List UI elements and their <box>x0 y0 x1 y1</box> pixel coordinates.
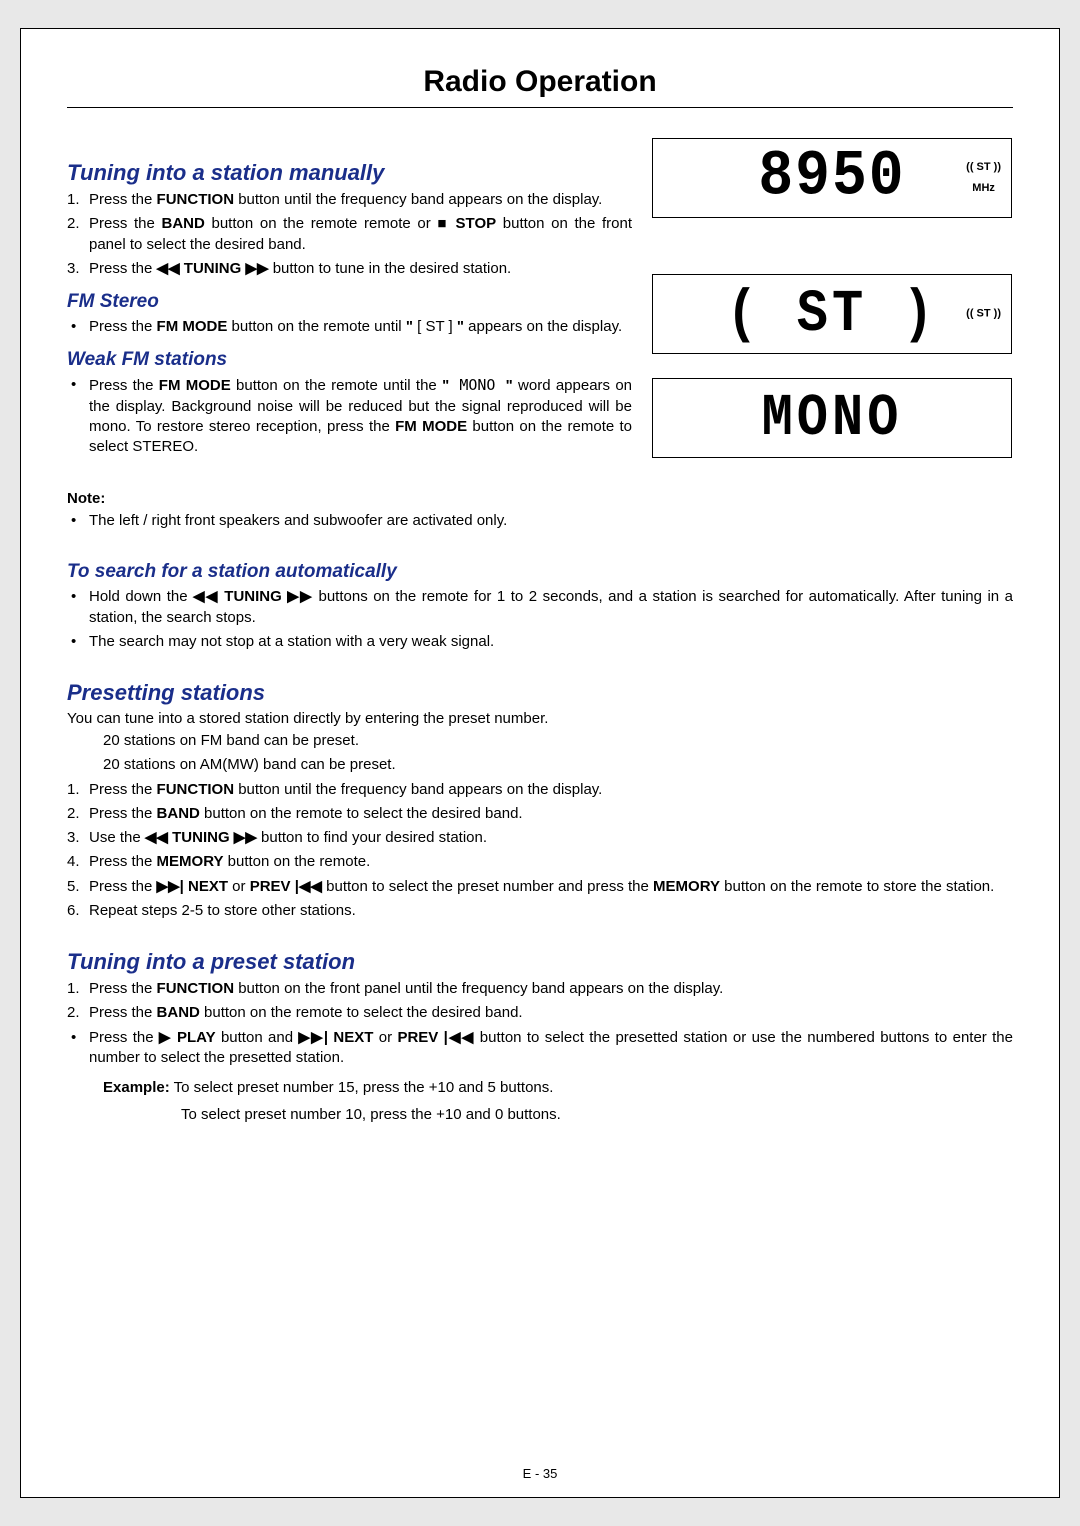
preset-step-6: Repeat steps 2-5 to store other stations… <box>67 901 1013 921</box>
forward-icon: ▶▶ <box>245 260 268 277</box>
heading-preset: Presetting stations <box>67 680 1013 706</box>
preset-line-2: 20 stations on AM(MW) band can be preset… <box>67 755 1013 775</box>
preset-step-2: Press the BAND button on the remote to s… <box>67 804 1013 824</box>
prev-icon: |◀◀ <box>444 1029 475 1046</box>
heading-fmstereo: FM Stereo <box>67 291 632 313</box>
manual-step-1: Press the FUNCTION button until the freq… <box>67 190 632 210</box>
heading-tune-preset: Tuning into a preset station <box>67 949 1013 975</box>
preset-step-5: Press the ▶▶| NEXT or PREV |◀◀ button to… <box>67 877 1013 897</box>
display-column: 8950 (( ST )) MHz ( ST ) (( ST )) MONO <box>652 138 1012 482</box>
note-label: Note: <box>67 490 1013 507</box>
stop-icon: ■ <box>437 215 449 232</box>
play-icon: ▶ <box>159 1029 172 1046</box>
example-label: Example: <box>103 1079 170 1096</box>
page-title: Radio Operation <box>67 65 1013 108</box>
example-block: Example: To select preset number 15, pre… <box>103 1074 1013 1128</box>
display-frequency: 8950 (( ST )) MHz <box>652 138 1012 218</box>
preset-line-1: 20 stations on FM band can be preset. <box>67 731 1013 751</box>
lcd-frequency: 8950 <box>758 146 905 210</box>
manual-text-col: Tuning into a station manually Press the… <box>67 138 632 482</box>
auto-bullet-2: The search may not stop at a station wit… <box>67 632 1013 652</box>
preset-step-4: Press the MEMORY button on the remote. <box>67 852 1013 872</box>
heading-manual: Tuning into a station manually <box>67 160 632 186</box>
example-1: To select preset number 15, press the +1… <box>170 1079 554 1096</box>
display-freq-side: (( ST )) MHz <box>966 157 1001 199</box>
tpreset-step-1: Press the FUNCTION button on the front p… <box>67 979 1013 999</box>
page-footer: E - 35 <box>21 1466 1059 1481</box>
heading-auto: To search for a station automatically <box>67 561 1013 583</box>
auto-bullet-1: Hold down the ◀◀ TUNING ▶▶ buttons on th… <box>67 587 1013 628</box>
lcd-stereo: ( ST ) <box>726 280 937 348</box>
manual-row: Tuning into a station manually Press the… <box>67 138 1013 482</box>
note-text: The left / right front speakers and subw… <box>67 511 1013 531</box>
rewind-icon: ◀◀ <box>145 829 168 846</box>
tpreset-bullet: Press the ▶ PLAY button and ▶▶| NEXT or … <box>67 1028 1013 1069</box>
preset-intro: You can tune into a stored station direc… <box>67 710 1013 727</box>
forward-icon: ▶▶ <box>234 829 257 846</box>
preset-step-3: Use the ◀◀ TUNING ▶▶ button to find your… <box>67 828 1013 848</box>
display-stereo: ( ST ) (( ST )) <box>652 274 1012 354</box>
tpreset-step-2: Press the BAND button on the remote to s… <box>67 1003 1013 1023</box>
stereo-indicator: (( ST )) <box>966 157 1001 178</box>
lcd-mono: MONO <box>762 384 903 452</box>
rewind-icon: ◀◀ <box>157 260 180 277</box>
example-2: To select preset number 10, press the +1… <box>103 1101 1013 1128</box>
document-page: Radio Operation Tuning into a station ma… <box>20 28 1060 1498</box>
fmstereo-bullet: Press the FM MODE button on the remote u… <box>67 317 632 337</box>
mhz-label: MHz <box>966 178 1001 199</box>
heading-weak: Weak FM stations <box>67 349 632 371</box>
manual-step-3: Press the ◀◀ TUNING ▶▶ button to tune in… <box>67 259 632 279</box>
manual-step-2: Press the BAND button on the remote remo… <box>67 214 632 255</box>
rewind-icon: ◀◀ <box>193 588 219 605</box>
weak-bullet: Press the FM MODE button on the remote u… <box>67 375 632 457</box>
stereo-indicator-2: (( ST )) <box>966 304 1001 325</box>
next-icon: ▶▶| <box>298 1029 328 1046</box>
prev-icon: |◀◀ <box>295 878 322 895</box>
preset-step-1: Press the FUNCTION button until the freq… <box>67 780 1013 800</box>
forward-icon: ▶▶ <box>287 588 313 605</box>
display-mono: MONO <box>652 378 1012 458</box>
next-icon: ▶▶| <box>157 878 184 895</box>
display-stereo-side: (( ST )) <box>966 304 1001 325</box>
